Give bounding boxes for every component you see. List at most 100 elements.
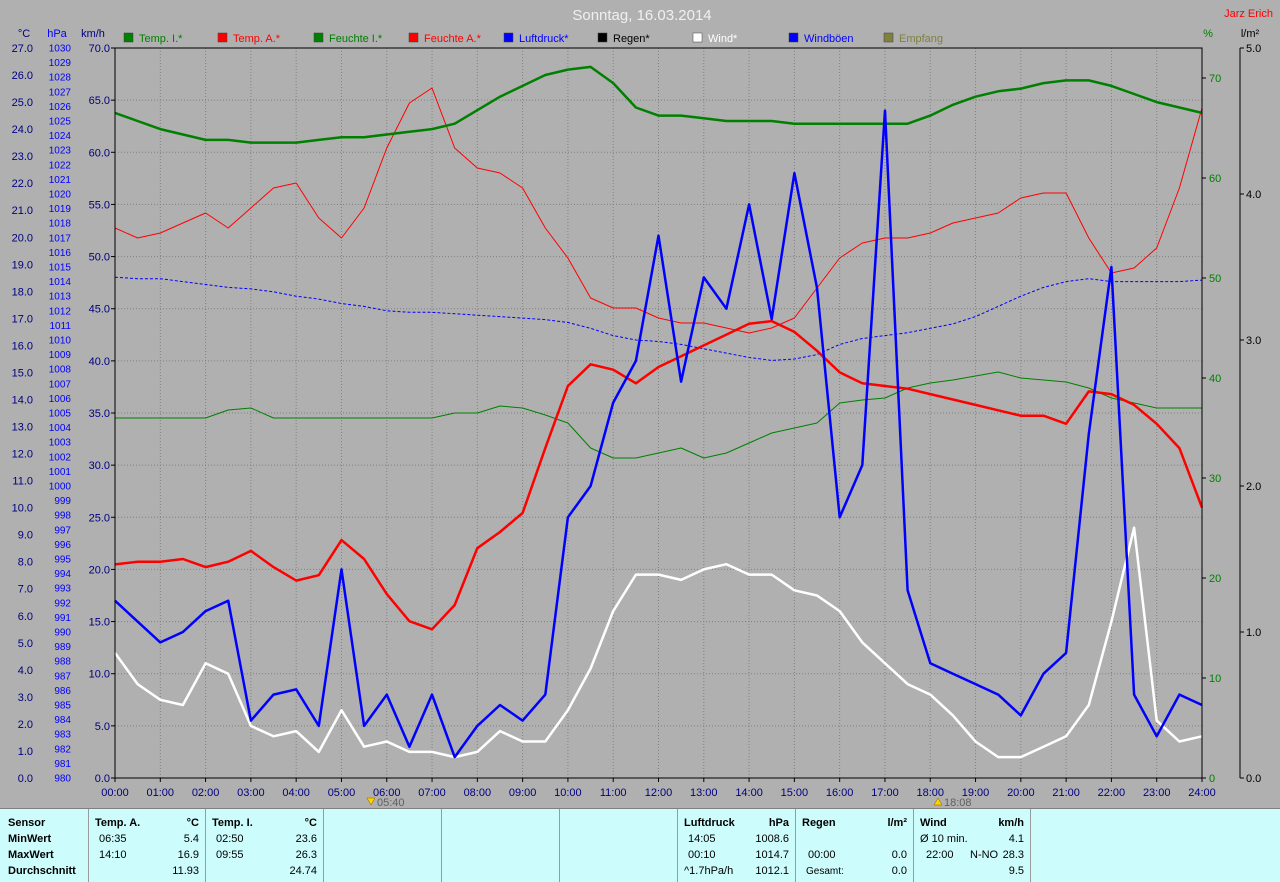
temp-tick-label: 11.0 xyxy=(12,476,33,488)
temp-tick-label: 12.0 xyxy=(12,449,33,461)
wind-column: Wind km/h Ø 10 min. 4.1 22:00 N-NO 28.3 9.5 xyxy=(914,809,1031,882)
x-tick-label: 23:00 xyxy=(1143,787,1171,799)
pressure-tick-label: 984 xyxy=(54,715,71,726)
temp-axis-unit: °C xyxy=(18,28,30,40)
x-tick-label: 05:00 xyxy=(328,787,356,799)
pressure-tick-label: 983 xyxy=(54,730,71,741)
temp-tick-label: 20.0 xyxy=(12,232,33,244)
humidity-tick-label: 70 xyxy=(1209,73,1221,85)
pressure-column: Luftdruck hPa 14:05 1008.6 00:10 1014.7 ^1.… xyxy=(678,809,796,882)
pressure-tick-label: 1003 xyxy=(49,438,72,449)
pressure-avg: 1012.1 xyxy=(755,865,789,877)
pressure-tick-label: 1000 xyxy=(49,482,72,493)
sunset-marker: 18:08 xyxy=(933,797,972,808)
temp-a-column: Temp. A. °C 06:35 5.4 14:10 16.9 11.93 xyxy=(89,809,206,882)
x-tick-label: 04:00 xyxy=(282,787,310,799)
rain-tick-label: 1.0 xyxy=(1246,627,1261,639)
x-tick-label: 12:00 xyxy=(645,787,673,799)
pressure-tick-label: 1030 xyxy=(49,44,72,55)
speed-tick-label: 35.0 xyxy=(89,408,110,420)
legend-label: Feuchte I.* xyxy=(329,33,383,45)
pressure-tick-label: 988 xyxy=(54,657,71,668)
legend: Temp. I.* Temp. A.* Feuchte I.* Feuchte A.*… xyxy=(123,32,943,45)
temp-i-unit: °C xyxy=(304,817,317,829)
series-temp-i xyxy=(114,65,1203,144)
x-tick-label: 02:00 xyxy=(192,787,220,799)
temp-a-max-time: 14:10 xyxy=(99,849,127,861)
row-label-min: MinWert xyxy=(8,833,52,845)
temp-tick-label: 19.0 xyxy=(12,259,33,271)
temp-tick-label: 27.0 xyxy=(12,43,33,55)
legend-swatch xyxy=(883,32,894,43)
pressure-tick-label: 995 xyxy=(54,555,71,566)
grid xyxy=(115,48,1202,778)
temp-tick-label: 7.0 xyxy=(18,584,33,596)
pressure-tick-label: 1024 xyxy=(49,131,72,142)
speed-tick-label: 5.0 xyxy=(95,721,110,733)
pressure-tick-label: 992 xyxy=(54,598,71,609)
temp-i-min: 23.6 xyxy=(295,833,317,845)
temp-tick-label: 26.0 xyxy=(12,70,33,82)
speed-tick-label: 30.0 xyxy=(89,460,110,472)
pressure-tick-label: 1001 xyxy=(49,467,72,478)
x-tick-label: 22:00 xyxy=(1098,787,1126,799)
pressure-tick-label: 1026 xyxy=(49,102,72,113)
x-tick-label: 16:00 xyxy=(826,787,854,799)
pressure-tick-label: 1002 xyxy=(49,452,72,463)
pressure-max: 1014.7 xyxy=(755,849,789,861)
pressure-tick-label: 1025 xyxy=(49,117,72,128)
x-tick-label: 18:00 xyxy=(916,787,944,799)
temp-tick-label: 23.0 xyxy=(12,151,33,163)
sunset-icon xyxy=(933,797,943,806)
series-feuchte-a xyxy=(114,87,1203,334)
pressure-min: 1008.6 xyxy=(755,833,789,845)
pressure-tick-label: 1029 xyxy=(49,58,72,69)
speed-tick-label: 40.0 xyxy=(89,356,110,368)
x-tick-label: 10:00 xyxy=(554,787,582,799)
wind-avg: 4.1 xyxy=(1008,833,1024,845)
speed-tick-label: 60.0 xyxy=(89,147,110,159)
author-label: Jarz Erich xyxy=(1224,8,1273,20)
series-windböen xyxy=(114,109,1203,759)
temp-i-min-time: 02:50 xyxy=(216,833,244,845)
x-tick-label: 08:00 xyxy=(464,787,492,799)
temp-tick-label: 18.0 xyxy=(12,286,33,298)
temp-tick-label: 8.0 xyxy=(18,557,33,569)
pressure-unit: hPa xyxy=(768,817,789,829)
rain-time: 00:00 xyxy=(808,849,836,861)
temp-tick-label: 4.0 xyxy=(18,665,33,677)
temp-i-column: Temp. I. °C 02:50 23.6 09:55 26.3 24.74 xyxy=(206,809,324,882)
x-tick-label: 14:00 xyxy=(735,787,763,799)
rain-header: Regen xyxy=(802,817,836,829)
legend-label: Luftdruck* xyxy=(519,33,569,45)
temp-tick-label: 5.0 xyxy=(18,638,33,650)
statistics-panel: Sensor MinWert MaxWert Durchschnitt Temp… xyxy=(0,808,1280,882)
legend-swatch xyxy=(408,32,419,43)
humidity-tick-label: 50 xyxy=(1209,273,1221,285)
speed-tick-label: 70.0 xyxy=(89,43,110,55)
legend-label: Windböen xyxy=(804,33,854,45)
x-tick-label: 24:00 xyxy=(1188,787,1216,799)
legend-label: Temp. I.* xyxy=(139,33,183,45)
pressure-tick-label: 981 xyxy=(54,759,71,770)
temp-tick-label: 14.0 xyxy=(12,394,33,406)
empty-column-2 xyxy=(442,809,560,882)
sensor-column: Sensor MinWert MaxWert Durchschnitt xyxy=(0,809,89,882)
pressure-max-time: 00:10 xyxy=(688,849,716,861)
row-label-max: MaxWert xyxy=(8,849,54,861)
temp-tick-label: 25.0 xyxy=(12,97,33,109)
temp-a-avg: 11.93 xyxy=(172,865,199,877)
series-temp-a xyxy=(114,319,1204,631)
pressure-tick-label: 1014 xyxy=(49,277,72,288)
temp-tick-label: 13.0 xyxy=(12,422,33,434)
temp-i-avg: 24.74 xyxy=(289,865,317,877)
speed-tick-label: 0.0 xyxy=(95,773,110,785)
row-label-avg: Durchschnitt xyxy=(8,865,76,877)
x-tick-label: 03:00 xyxy=(237,787,265,799)
x-tick-label: 01:00 xyxy=(147,787,175,799)
pressure-tick-label: 998 xyxy=(54,511,71,522)
pressure-tick-label: 993 xyxy=(54,584,71,595)
x-tick-label: 11:00 xyxy=(600,787,627,799)
pressure-tick-label: 989 xyxy=(54,642,71,653)
temp-a-min-time: 06:35 xyxy=(99,833,127,845)
